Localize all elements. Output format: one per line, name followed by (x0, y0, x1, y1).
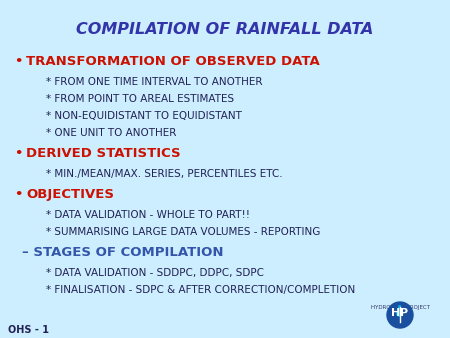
Text: * ONE UNIT TO ANOTHER: * ONE UNIT TO ANOTHER (46, 128, 176, 138)
Text: * DATA VALIDATION - WHOLE TO PART!!: * DATA VALIDATION - WHOLE TO PART!! (46, 210, 250, 220)
Text: OHS - 1: OHS - 1 (8, 325, 49, 335)
Text: HYDROLOGY PROJECT: HYDROLOGY PROJECT (370, 305, 429, 310)
Text: OBJECTIVES: OBJECTIVES (26, 188, 114, 201)
Text: * FROM ONE TIME INTERVAL TO ANOTHER: * FROM ONE TIME INTERVAL TO ANOTHER (46, 77, 262, 87)
Text: – STAGES OF COMPILATION: – STAGES OF COMPILATION (22, 246, 224, 259)
Text: TRANSFORMATION OF OBSERVED DATA: TRANSFORMATION OF OBSERVED DATA (26, 55, 320, 68)
Text: •: • (14, 55, 22, 68)
Text: H: H (392, 308, 400, 318)
Text: * FROM POINT TO AREAL ESTIMATES: * FROM POINT TO AREAL ESTIMATES (46, 94, 234, 104)
Text: * DATA VALIDATION - SDDPC, DDPC, SDPC: * DATA VALIDATION - SDDPC, DDPC, SDPC (46, 268, 264, 278)
Text: * NON-EQUIDISTANT TO EQUIDISTANT: * NON-EQUIDISTANT TO EQUIDISTANT (46, 111, 242, 121)
Text: COMPILATION OF RAINFALL DATA: COMPILATION OF RAINFALL DATA (76, 22, 373, 37)
Text: DERIVED STATISTICS: DERIVED STATISTICS (26, 147, 180, 160)
Circle shape (387, 302, 413, 328)
Text: •: • (14, 188, 22, 201)
Text: * SUMMARISING LARGE DATA VOLUMES - REPORTING: * SUMMARISING LARGE DATA VOLUMES - REPOR… (46, 227, 320, 237)
Text: * MIN./MEAN/MAX. SERIES, PERCENTILES ETC.: * MIN./MEAN/MAX. SERIES, PERCENTILES ETC… (46, 169, 283, 179)
Text: * FINALISATION - SDPC & AFTER CORRECTION/COMPLETION: * FINALISATION - SDPC & AFTER CORRECTION… (46, 285, 355, 295)
Text: P: P (400, 308, 408, 318)
Text: •: • (14, 147, 22, 160)
